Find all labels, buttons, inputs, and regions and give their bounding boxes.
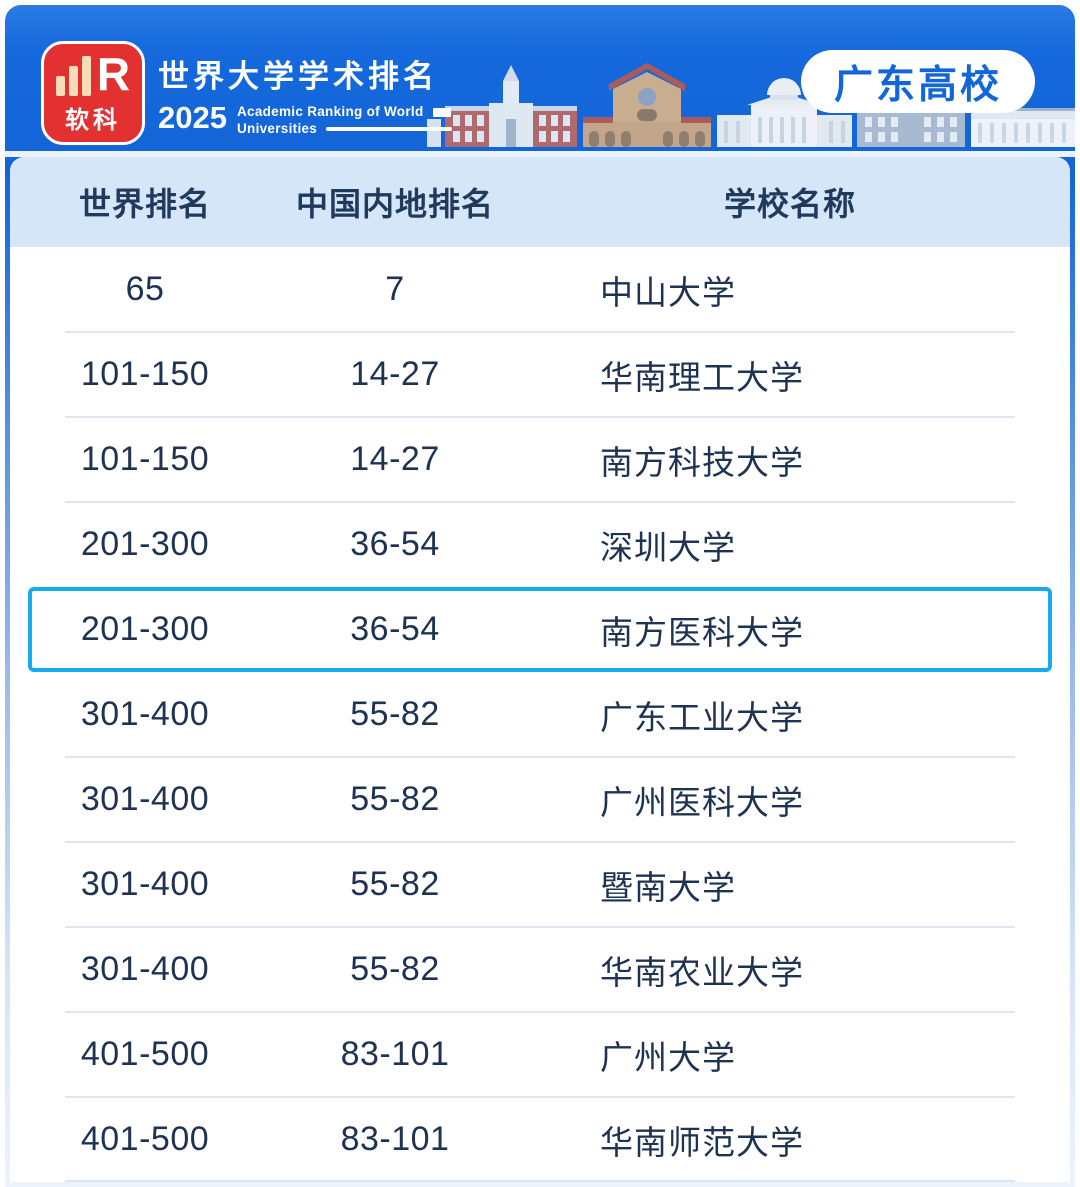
china-rank-cell: 55-82 [350, 865, 440, 903]
table-row[interactable]: 301-400 55-82 广东工业大学 [10, 672, 1070, 757]
university-name-cell: 深圳大学 [600, 528, 736, 566]
university-name-cell: 广州大学 [600, 1038, 736, 1076]
world-rank-cell: 201-300 [80, 525, 210, 563]
banner-subtitle-line2: Universities [236, 121, 318, 137]
table-row[interactable]: 201-300 36-54 深圳大学 [10, 501, 1070, 587]
world-rank-cell: 301-400 [80, 865, 210, 903]
university-name-cell: 华南理工大学 [600, 358, 804, 396]
university-name-cell: 华南农业大学 [600, 953, 804, 991]
campus-skyline-illustration [427, 63, 1075, 147]
table-header-row: 世界排名 中国内地排名 学校名称 [10, 157, 1070, 247]
china-rank-cell: 55-82 [350, 950, 440, 988]
university-name-cell: 中山大学 [600, 273, 736, 311]
china-rank-cell: 7 [385, 270, 405, 308]
table-body: 65 7 中山大学 101-150 14-27 华南理工大学 101-150 1… [10, 247, 1070, 1182]
university-name-cell: 南方科技大学 [600, 443, 804, 481]
banner-title-block: 世界大学学术排名 2025 Academic Ranking of World … [158, 51, 453, 137]
region-badge: 广东高校 [800, 50, 1035, 113]
world-rank-cell: 101-150 [80, 355, 210, 393]
banner-year: 2025 [158, 100, 227, 135]
banner-ground-strip [5, 151, 1075, 157]
world-rank-cell: 301-400 [80, 950, 210, 988]
university-name-cell: 广东工业大学 [600, 698, 804, 736]
world-rank-cell: 201-300 [80, 610, 210, 648]
world-rank-cell: 401-500 [80, 1120, 210, 1158]
china-rank-cell: 14-27 [350, 355, 440, 393]
world-rank-cell: 65 [125, 270, 165, 308]
column-header-university-name: 学校名称 [723, 186, 856, 222]
university-name-cell: 广州医科大学 [600, 783, 804, 821]
logo-barchart-icon: R [55, 48, 131, 101]
table-row[interactable]: 301-400 55-82 暨南大学 [10, 841, 1070, 927]
china-rank-cell: 83-101 [340, 1035, 450, 1073]
china-rank-cell: 55-82 [350, 780, 440, 818]
banner: R 软科 世界大学学术排名 2025 Academic Ranking of W… [5, 5, 1075, 157]
table-row[interactable]: 201-300 36-54 南方医科大学 [28, 587, 1052, 672]
banner-subtitle-line1: Academic Ranking of World [236, 104, 424, 119]
university-name-cell: 南方医科大学 [600, 613, 804, 651]
china-rank-cell: 36-54 [350, 610, 440, 648]
world-rank-cell: 301-400 [80, 780, 210, 818]
table-row[interactable]: 301-400 55-82 华南农业大学 [10, 926, 1070, 1012]
table-row[interactable]: 101-150 14-27 南方科技大学 [10, 416, 1070, 502]
table-row[interactable]: 65 7 中山大学 [10, 247, 1070, 332]
table-row[interactable]: 401-500 83-101 广州大学 [10, 1011, 1070, 1097]
ranking-card: R 软科 世界大学学术排名 2025 Academic Ranking of W… [5, 5, 1075, 1187]
world-rank-cell: 301-400 [80, 695, 210, 733]
university-name-cell: 华南师范大学 [600, 1123, 804, 1161]
column-header-china-rank: 中国内地排名 [295, 186, 494, 222]
world-rank-cell: 101-150 [80, 440, 210, 478]
logo-letter-r: R [96, 48, 131, 101]
world-rank-cell: 401-500 [80, 1035, 210, 1073]
ranking-table: 世界排名 中国内地排名 学校名称 65 7 中山大学 101-150 14-27… [10, 157, 1070, 1182]
dash-decoration [432, 107, 451, 117]
china-rank-cell: 36-54 [350, 525, 440, 563]
china-rank-cell: 14-27 [350, 440, 440, 478]
column-header-world-rank: 世界排名 [78, 186, 211, 222]
university-name-cell: 暨南大学 [600, 868, 736, 906]
banner-title: 世界大学学术排名 [158, 59, 438, 94]
china-rank-cell: 83-101 [340, 1120, 450, 1158]
table-row[interactable]: 101-150 14-27 华南理工大学 [10, 331, 1070, 417]
underline-decoration [326, 127, 453, 132]
table-row[interactable]: 401-500 83-101 华南师范大学 [10, 1096, 1070, 1182]
shanghairanking-logo: R 软科 [41, 41, 145, 145]
logo-wordmark: 软科 [65, 106, 121, 134]
china-rank-cell: 55-82 [350, 695, 440, 733]
table-row[interactable]: 301-400 55-82 广州医科大学 [10, 756, 1070, 842]
